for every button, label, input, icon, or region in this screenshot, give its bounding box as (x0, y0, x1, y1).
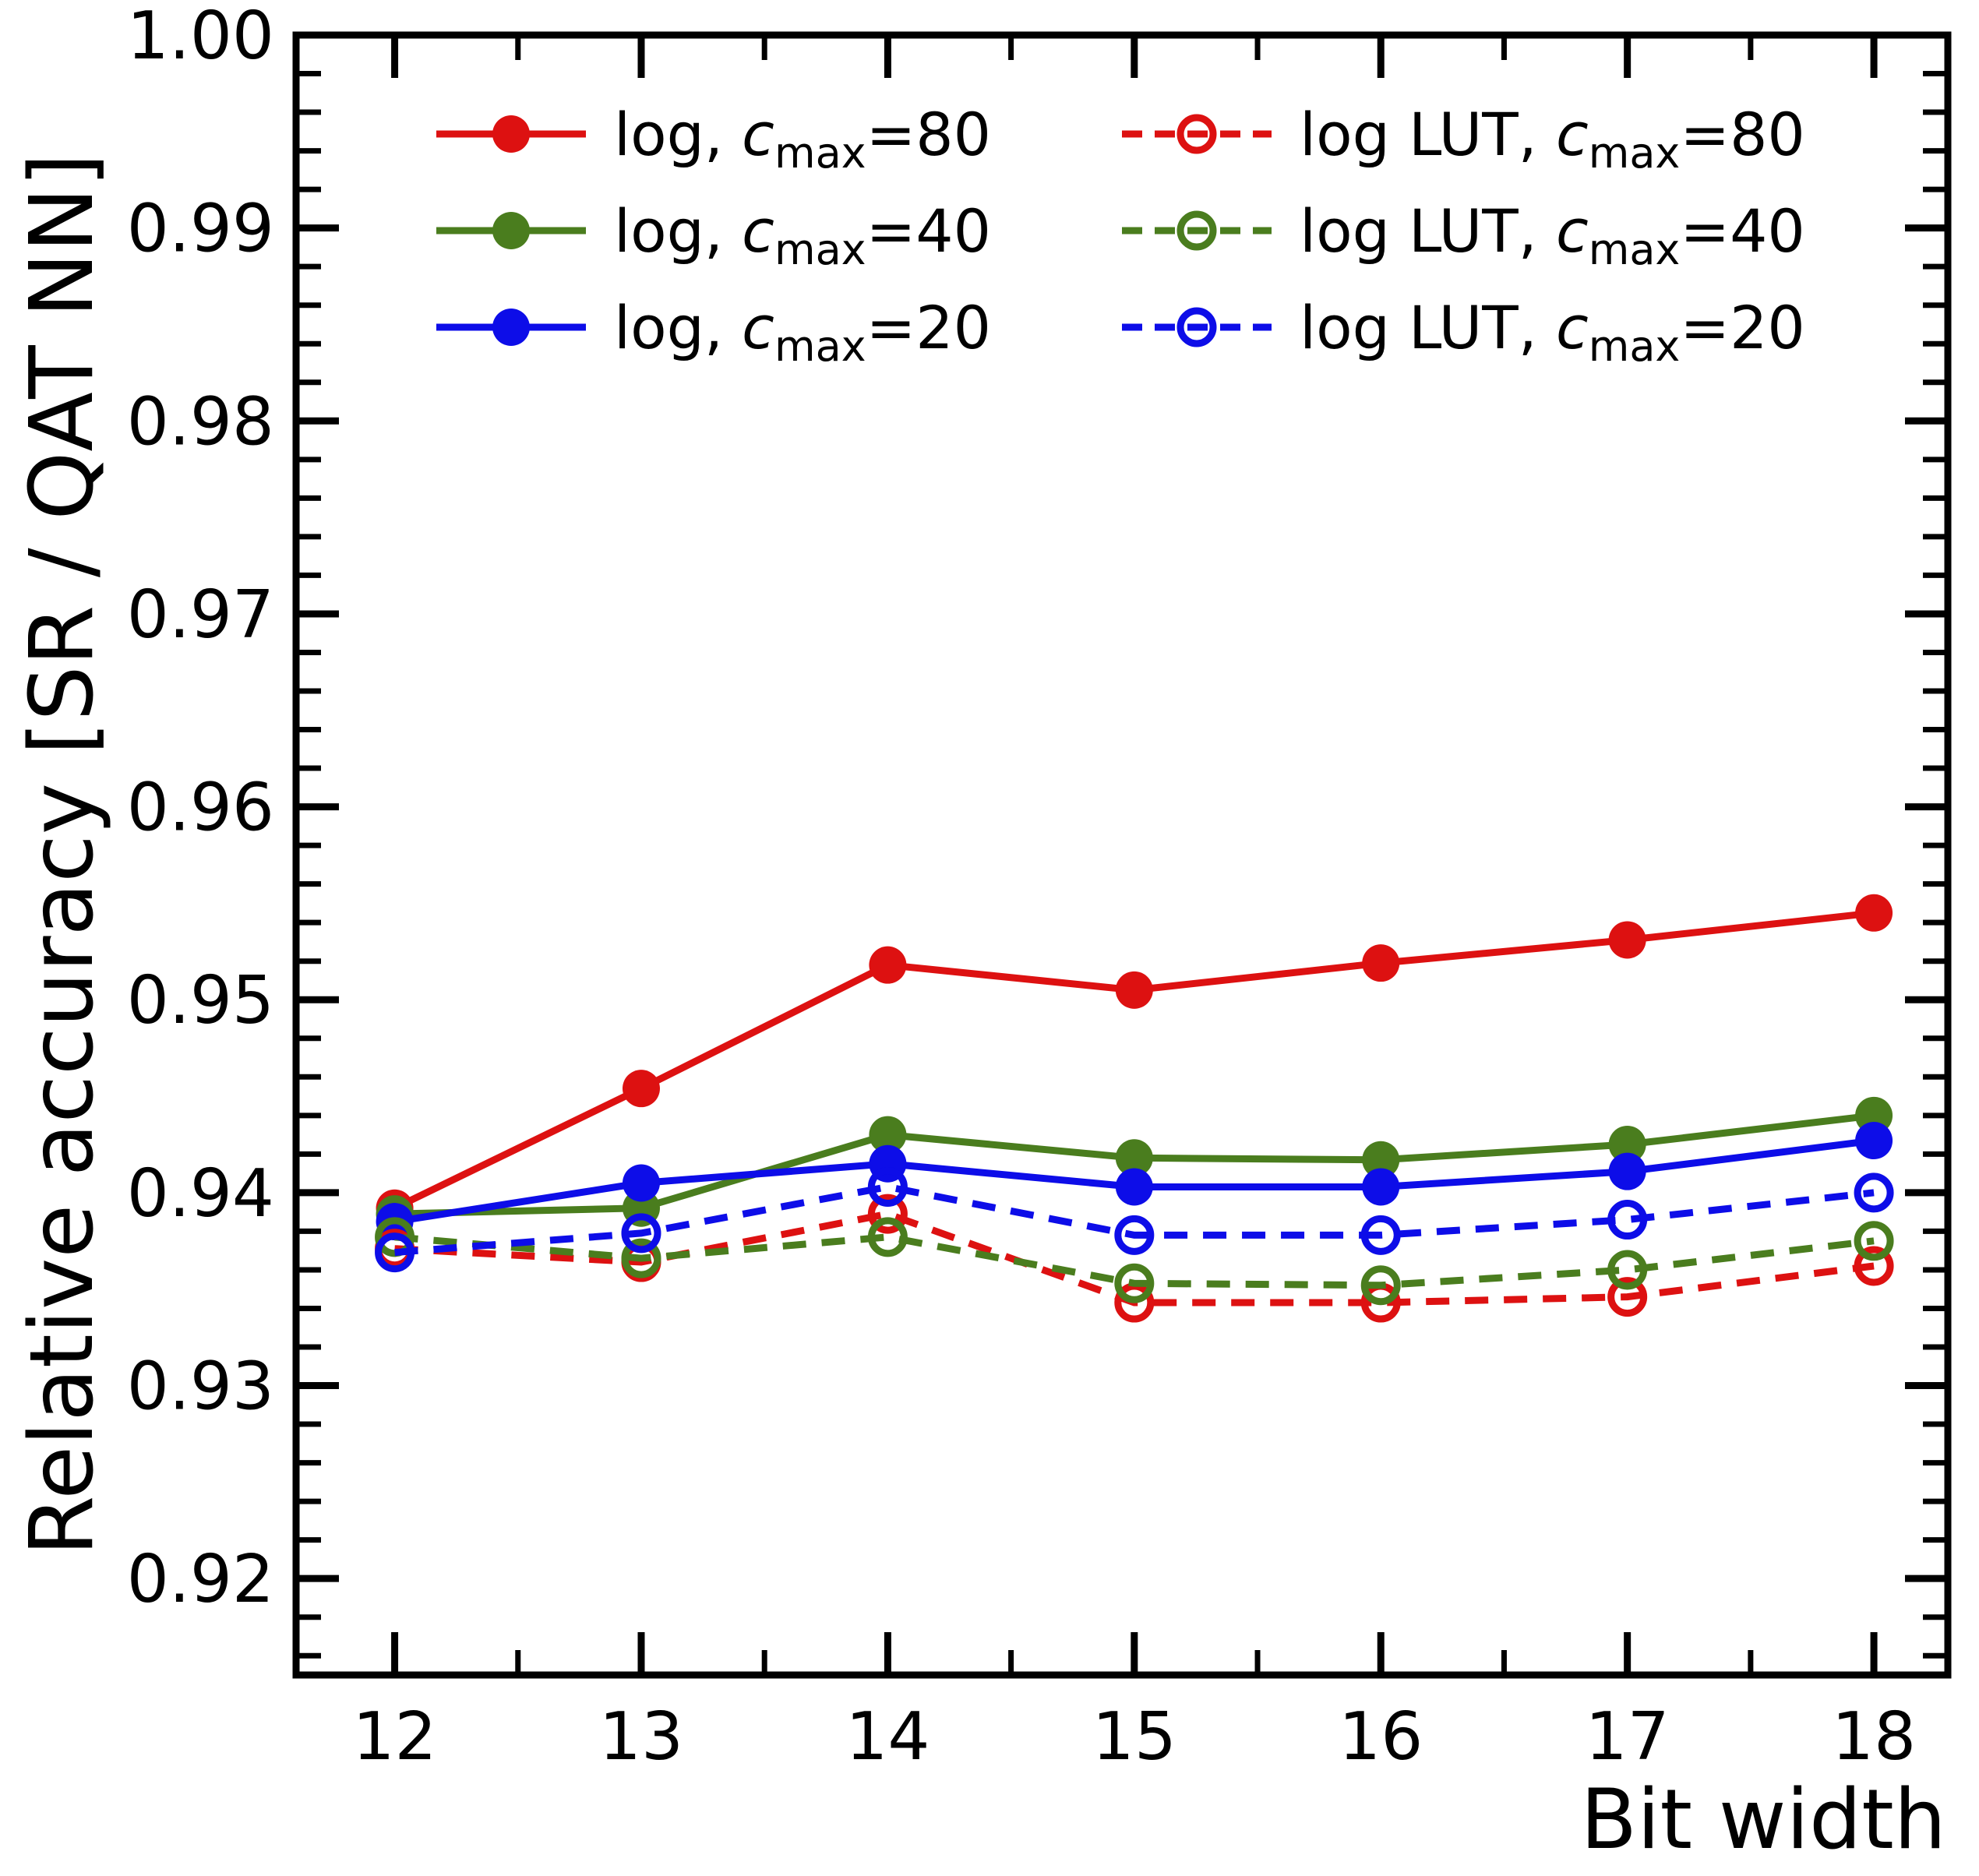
legend-marker (1176, 307, 1217, 347)
data-point-marker (1115, 1168, 1153, 1206)
data-point-marker (1607, 1200, 1648, 1240)
axis-ticks (296, 31, 1948, 1675)
legend-marker (1176, 114, 1217, 154)
legend-entry: log, cmax=80 (436, 100, 991, 178)
y-tick-label: 1.00 (127, 0, 274, 75)
series-log-lut-c-max-20 (375, 1166, 1894, 1273)
x-tick-label: 18 (1832, 1698, 1916, 1776)
data-point-marker (1115, 971, 1153, 1009)
y-tick-label: 0.96 (127, 770, 274, 847)
data-point-marker (622, 1070, 660, 1108)
legend-label: log, cmax=20 (614, 293, 991, 371)
data-point-marker (1114, 1263, 1155, 1303)
data-point-marker (1362, 944, 1400, 982)
y-tick-label: 0.97 (127, 577, 274, 654)
data-point-marker (1854, 1246, 1894, 1286)
data-point-marker (621, 1213, 661, 1254)
data-point-marker (1855, 894, 1893, 932)
data-point-marker (1362, 1168, 1400, 1206)
legend-label: log LUT, cmax=20 (1300, 293, 1805, 371)
y-axis-label: Relative accuracy [SR / QAT NN] (12, 153, 113, 1556)
data-point-marker (1608, 1125, 1646, 1163)
data-point-marker (1855, 1122, 1893, 1160)
data-point-marker (869, 946, 907, 984)
data-point-marker (867, 1166, 908, 1207)
data-point-marker (1608, 1152, 1646, 1190)
plot-frame (292, 31, 1952, 1679)
data-point-marker (1362, 1141, 1400, 1179)
x-tick-label: 17 (1586, 1698, 1670, 1776)
legend-marker (1176, 210, 1217, 251)
legend-entry: log LUT, cmax=80 (1122, 100, 1805, 178)
data-point-marker (375, 1232, 415, 1273)
data-point-marker (622, 1164, 660, 1202)
x-tick-label: 12 (352, 1698, 436, 1776)
legend-label: log LUT, cmax=80 (1300, 100, 1805, 178)
legend-entry: log, cmax=20 (436, 293, 991, 371)
data-point-marker (1114, 1215, 1155, 1255)
x-tick-label: 15 (1092, 1698, 1176, 1776)
series-line (394, 1183, 1875, 1257)
x-tick-labels: 12 13 14 15 16 17 18 (352, 1698, 1916, 1776)
data-point-marker (1115, 1139, 1153, 1177)
legend-label: log LUT, cmax=40 (1300, 196, 1805, 274)
y-tick-label: 0.92 (127, 1541, 274, 1618)
y-tick-label: 0.93 (127, 1349, 274, 1426)
data-point-marker (1360, 1265, 1401, 1306)
series-log-lut-c-max-40 (375, 1217, 1894, 1306)
legend-entry: log LUT, cmax=40 (1122, 196, 1805, 274)
y-tick-labels: 0.92 0.93 0.94 0.95 0.96 0.97 0.98 0.99 1.00 (127, 0, 274, 1618)
data-point-marker (1607, 1250, 1648, 1290)
x-tick-label: 16 (1339, 1698, 1423, 1776)
y-tick-label: 0.95 (127, 962, 274, 1039)
legend-label: log, cmax=40 (614, 196, 991, 274)
data-point-marker (621, 1238, 661, 1278)
series-log-c-max-20 (376, 1122, 1893, 1241)
legend-entry: log, cmax=40 (436, 196, 991, 274)
data-point-marker (1854, 1172, 1894, 1213)
legend-marker (492, 309, 530, 346)
data-point-marker (867, 1194, 908, 1234)
x-tick-label: 14 (845, 1698, 930, 1776)
x-axis-label: Bit width (1580, 1772, 1946, 1867)
y-tick-label: 0.94 (127, 1155, 274, 1232)
legend-marker (492, 115, 530, 153)
y-tick-label: 0.99 (127, 191, 274, 268)
data-point-marker (375, 1217, 415, 1257)
data-point-marker (1854, 1221, 1894, 1261)
legend: log, cmax=80 log, cmax=40 log, cmax=20 log … (436, 100, 1805, 371)
data-point-marker (869, 1116, 907, 1154)
data-point-marker (1360, 1215, 1401, 1255)
data-point-marker (1608, 921, 1646, 959)
data-point-marker (1607, 1277, 1648, 1317)
series-line (394, 1233, 1875, 1289)
data-point-marker (867, 1217, 908, 1257)
x-tick-label: 13 (599, 1698, 683, 1776)
legend-entry: log LUT, cmax=20 (1122, 293, 1805, 371)
y-tick-label: 0.98 (127, 383, 274, 460)
legend-marker (492, 212, 530, 249)
legend-label: log, cmax=80 (614, 100, 991, 178)
